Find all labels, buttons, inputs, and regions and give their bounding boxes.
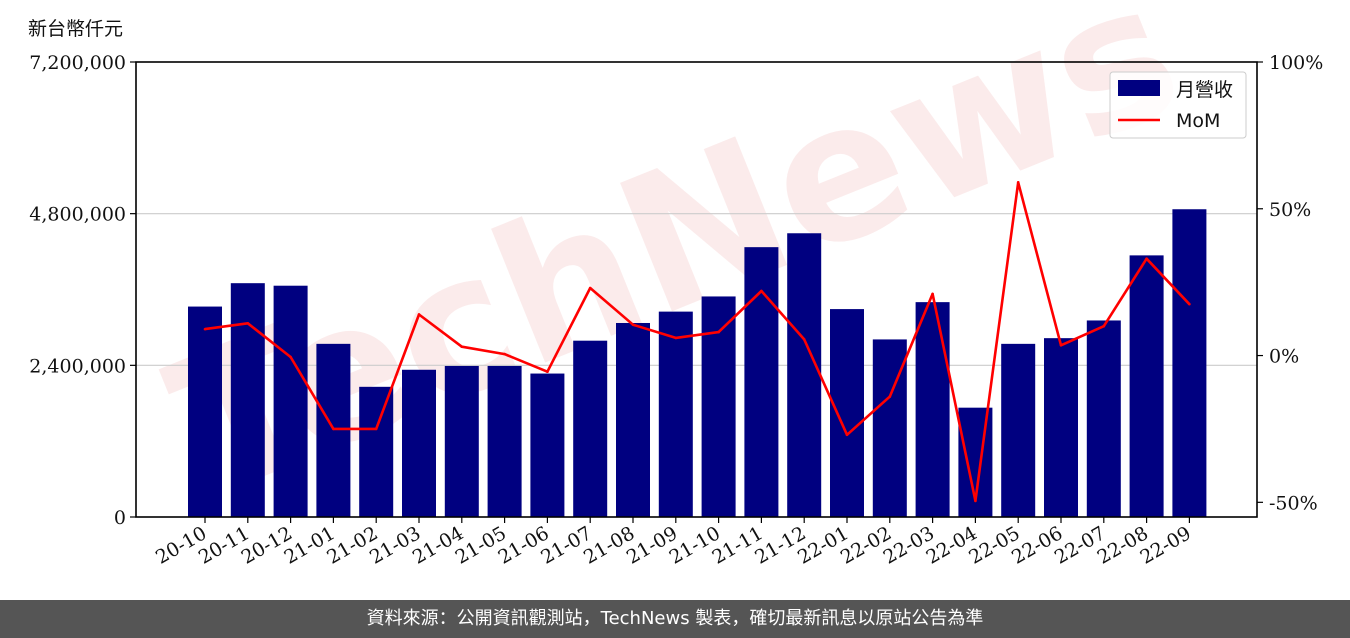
bar bbox=[188, 306, 222, 517]
bar bbox=[744, 247, 779, 517]
mom-point bbox=[1188, 302, 1191, 306]
bar bbox=[273, 285, 308, 517]
bar bbox=[830, 309, 864, 517]
bar bbox=[1086, 320, 1121, 517]
left-tick-label: 7,200,000 bbox=[29, 52, 126, 74]
mom-point bbox=[802, 338, 806, 341]
mom-point bbox=[674, 336, 678, 340]
mom-point bbox=[888, 395, 892, 398]
bar bbox=[658, 311, 693, 517]
legend-label-bar: 月營收 bbox=[1176, 79, 1233, 101]
mom-point bbox=[845, 433, 849, 437]
bar bbox=[1129, 255, 1164, 517]
mom-point bbox=[760, 289, 763, 293]
bar bbox=[444, 365, 479, 517]
line-series bbox=[203, 181, 1191, 503]
bar bbox=[316, 343, 351, 517]
right-tick-label: 50% bbox=[1269, 199, 1311, 221]
right-tick-label: 100% bbox=[1269, 52, 1323, 74]
revenue-chart: TechNews 02,400,0004,800,0007,200,000-50… bbox=[29, 0, 1323, 569]
mom-point bbox=[289, 355, 292, 359]
mom-point bbox=[1145, 257, 1148, 260]
legend-label-line: MoM bbox=[1176, 110, 1220, 132]
mom-point bbox=[1102, 324, 1106, 328]
x-tick-label: 22-09 bbox=[1136, 522, 1194, 568]
left-tick-label: 4,800,000 bbox=[29, 204, 126, 226]
plot-frame bbox=[135, 61, 1258, 518]
bar bbox=[230, 283, 265, 517]
mom-point bbox=[460, 345, 464, 349]
bar bbox=[573, 340, 608, 517]
bar bbox=[1172, 209, 1207, 518]
mom-line bbox=[204, 181, 1191, 503]
bar bbox=[1044, 338, 1078, 517]
right-tick-label: 0% bbox=[1269, 346, 1299, 368]
bar bbox=[701, 296, 736, 517]
bar bbox=[915, 302, 950, 517]
mom-point bbox=[332, 427, 335, 431]
right-tick-label: -50% bbox=[1269, 492, 1318, 514]
bar bbox=[616, 322, 650, 517]
bar bbox=[787, 233, 822, 517]
mom-point bbox=[246, 321, 250, 325]
bar bbox=[1001, 343, 1036, 517]
mom-point bbox=[203, 327, 207, 331]
left-tick-label: 0 bbox=[114, 507, 126, 529]
bar bbox=[402, 369, 436, 517]
y-axis-unit-label: 新台幣仟元 bbox=[28, 18, 124, 40]
mom-point bbox=[374, 427, 378, 431]
mom-point bbox=[717, 330, 720, 334]
bar bbox=[530, 373, 565, 517]
bar bbox=[487, 365, 522, 517]
mom-point bbox=[417, 313, 421, 316]
source-footer: 資料來源：公開資訊觀測站，TechNews 製表，確切最新訊息以原站公告為準 bbox=[0, 600, 1350, 638]
mom-point bbox=[631, 323, 635, 327]
left-tick-label: 2,400,000 bbox=[29, 355, 126, 377]
mom-point bbox=[588, 286, 592, 290]
mom-point bbox=[546, 370, 549, 373]
mom-point bbox=[974, 499, 977, 503]
mom-point bbox=[1059, 343, 1063, 347]
mom-point bbox=[931, 292, 934, 296]
legend-bar-swatch bbox=[1118, 80, 1160, 96]
legend: 月營收 MoM bbox=[1109, 71, 1247, 139]
mom-point bbox=[1016, 181, 1020, 184]
bar bbox=[359, 386, 394, 517]
mom-point bbox=[503, 352, 506, 356]
